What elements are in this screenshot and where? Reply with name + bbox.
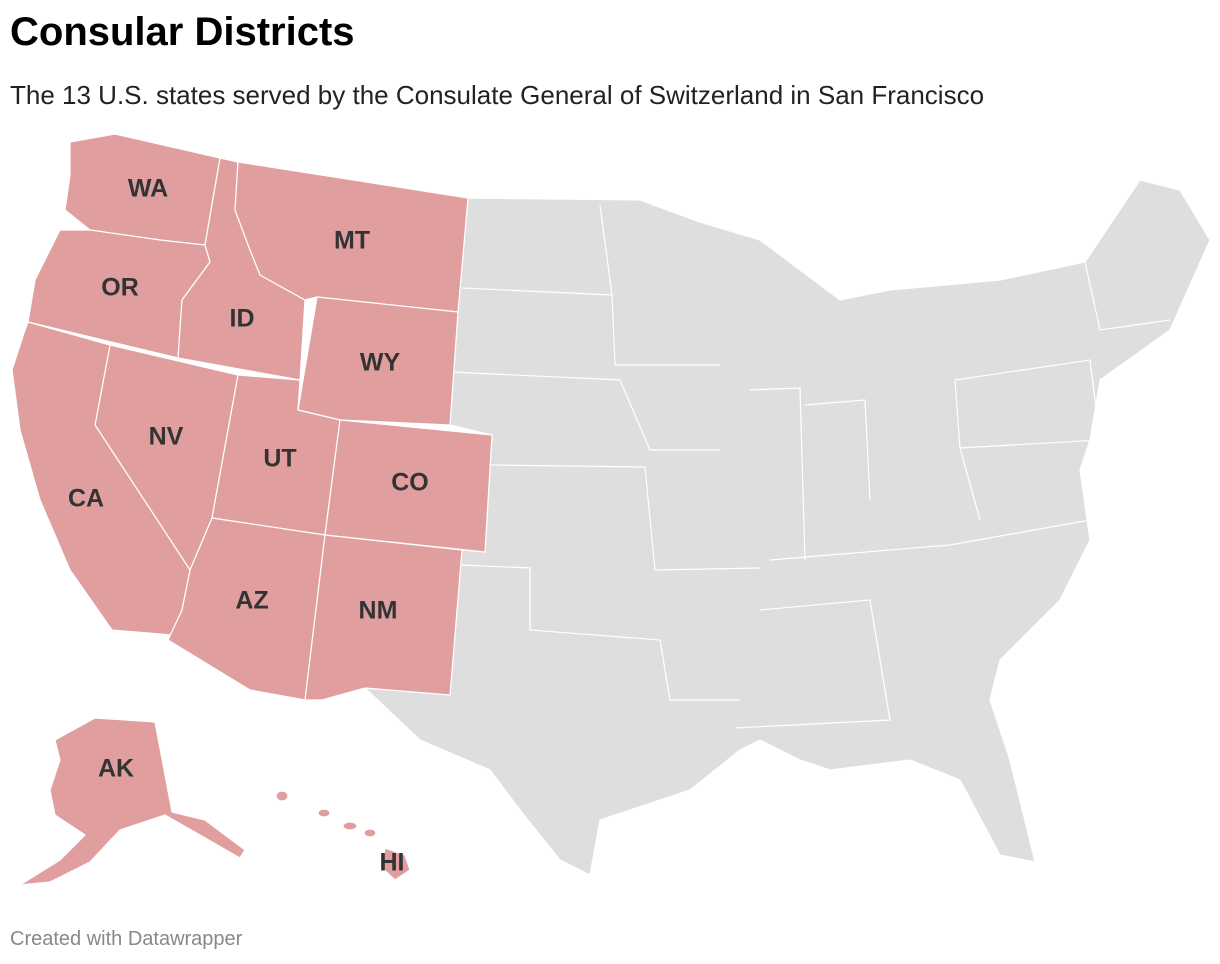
state-shape [324, 419, 493, 553]
state-shape [275, 790, 289, 802]
state-label: AK [98, 755, 134, 783]
state-label: NV [149, 423, 184, 451]
state-shape [19, 717, 246, 886]
state-border [734, 599, 891, 729]
state-shape [363, 828, 377, 838]
state-label: WA [128, 175, 168, 203]
state-shape [234, 161, 469, 313]
state-border [451, 371, 720, 451]
state-border [489, 464, 761, 571]
other-states [363, 179, 1211, 876]
state-shape [304, 534, 463, 701]
state-border [1084, 261, 1171, 331]
state-border [769, 519, 1091, 561]
state-shape [363, 179, 1211, 876]
state-shape [11, 321, 191, 636]
state-label: CO [391, 469, 429, 497]
state-shape [317, 808, 331, 818]
state-label: AZ [235, 587, 268, 615]
state-border [749, 387, 806, 561]
state-label: OR [101, 274, 139, 302]
state-border [804, 399, 871, 501]
state-border [959, 447, 981, 521]
state-shape [297, 296, 459, 426]
state-label: ID [230, 305, 255, 333]
state-label: NM [359, 597, 398, 625]
state-label: CA [68, 485, 104, 513]
state-labels: WA OR ID MT WY NV CA UT CO AZ NM AK HI [68, 175, 429, 877]
state-border [461, 564, 740, 701]
footer: Created with Datawrapper [10, 928, 243, 950]
map: WA OR ID MT WY NV CA UT CO AZ NM AK HI [11, 133, 1211, 886]
state-border [461, 287, 720, 366]
state-label: HI [380, 849, 405, 877]
title: Consular Districts [10, 10, 355, 54]
state-label: MT [334, 227, 370, 255]
served-states [11, 133, 493, 886]
subtitle: The 13 U.S. states served by the Consula… [10, 80, 985, 110]
state-label: WY [360, 349, 401, 377]
state-border [599, 204, 613, 296]
state-label: UT [263, 445, 296, 473]
state-border [954, 359, 1101, 449]
state-shape [381, 847, 411, 881]
state-shape [342, 821, 358, 831]
